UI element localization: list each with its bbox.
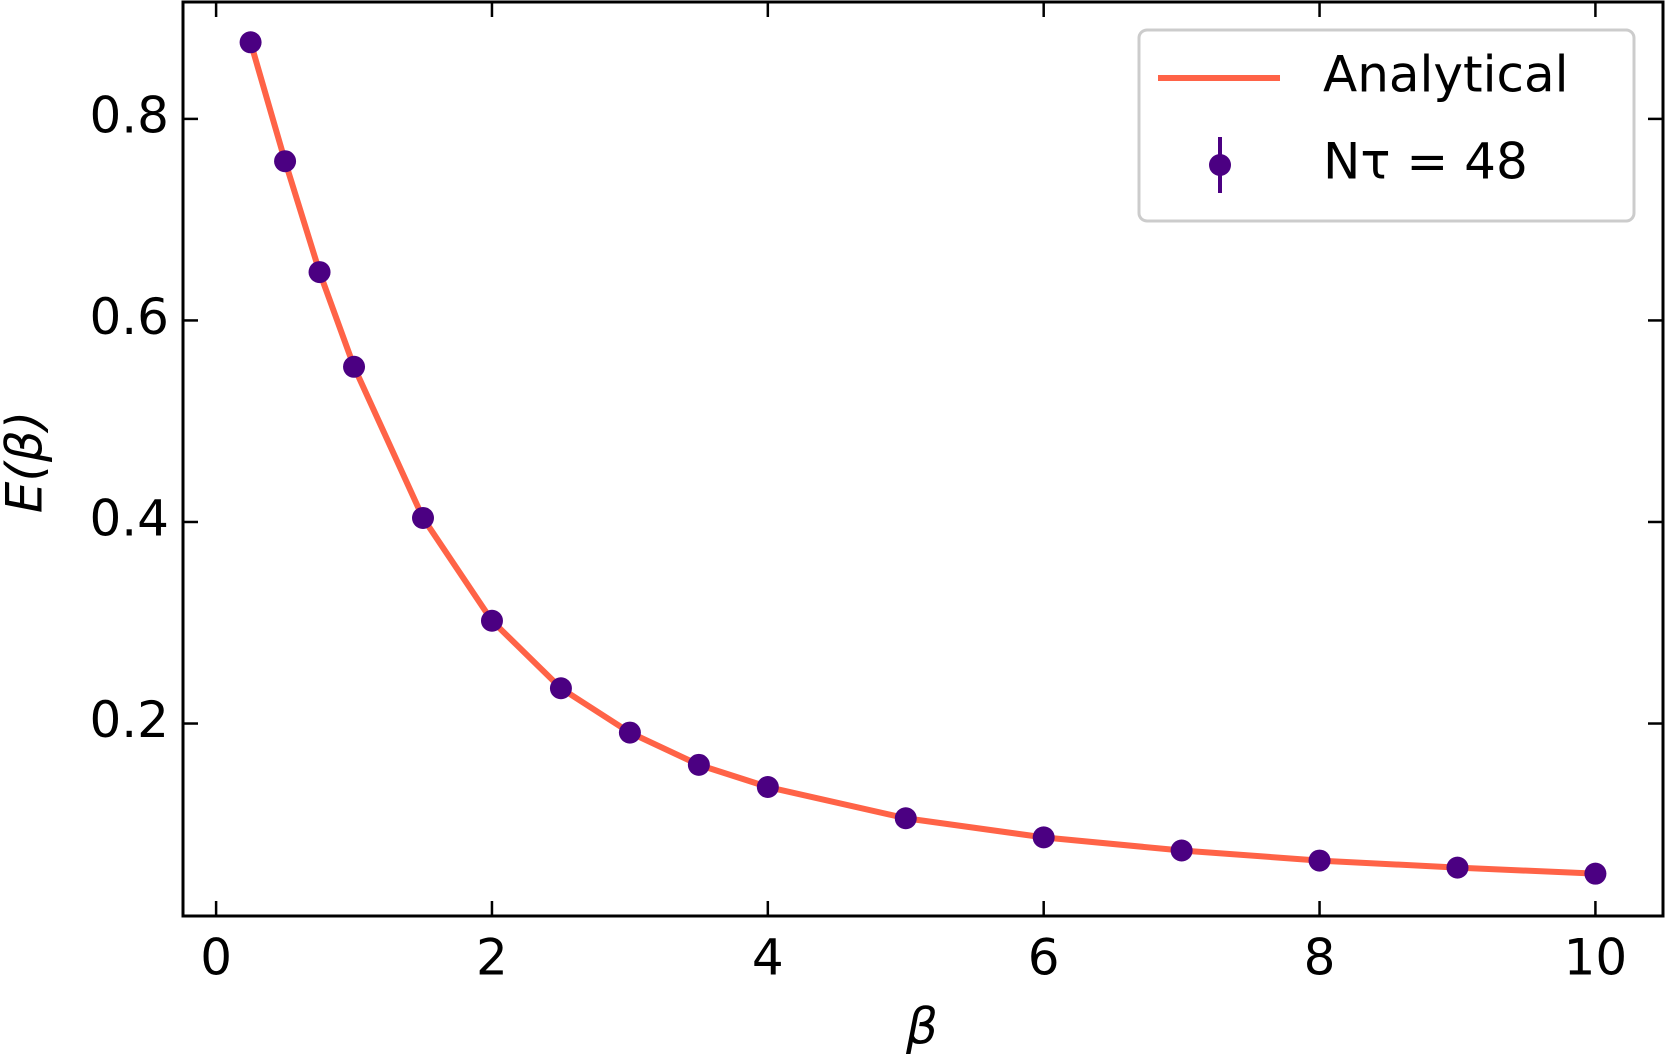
x-tick-label: 6 xyxy=(1028,929,1060,987)
y-tick-label: 0.2 xyxy=(89,691,169,749)
y-axis-label: E(β) xyxy=(0,411,54,514)
data-point xyxy=(1170,839,1193,862)
data-point xyxy=(412,506,434,529)
x-tick-label: 4 xyxy=(752,929,784,987)
legend-label: Analytical xyxy=(1323,46,1569,104)
data-point xyxy=(1584,862,1607,885)
data-point xyxy=(1032,826,1055,849)
data-point xyxy=(687,753,710,776)
data-point xyxy=(756,776,779,799)
data-point xyxy=(343,355,366,378)
y-tick-label: 0.6 xyxy=(89,288,169,346)
y-tick-label: 0.4 xyxy=(89,489,169,547)
plot-frame xyxy=(181,0,1665,918)
data-point xyxy=(274,150,297,173)
x-tick-label: 2 xyxy=(476,929,508,987)
legend-marker xyxy=(1209,154,1231,176)
data-point xyxy=(308,261,331,284)
data-point xyxy=(1446,856,1469,879)
x-tick-label: 10 xyxy=(1564,929,1628,987)
data-point xyxy=(549,677,572,700)
data-point xyxy=(480,609,503,632)
data-point xyxy=(894,807,917,830)
legend-label: Nτ = 48 xyxy=(1323,133,1528,191)
x-tick-label: 8 xyxy=(1304,929,1336,987)
y-tick-label: 0.8 xyxy=(89,86,169,144)
data-point xyxy=(1308,849,1331,872)
x-tick-label: 0 xyxy=(200,929,232,987)
x-axis-label: β xyxy=(905,998,938,1056)
data-point xyxy=(239,31,262,54)
data-line xyxy=(247,41,1596,877)
data-point xyxy=(618,721,641,744)
